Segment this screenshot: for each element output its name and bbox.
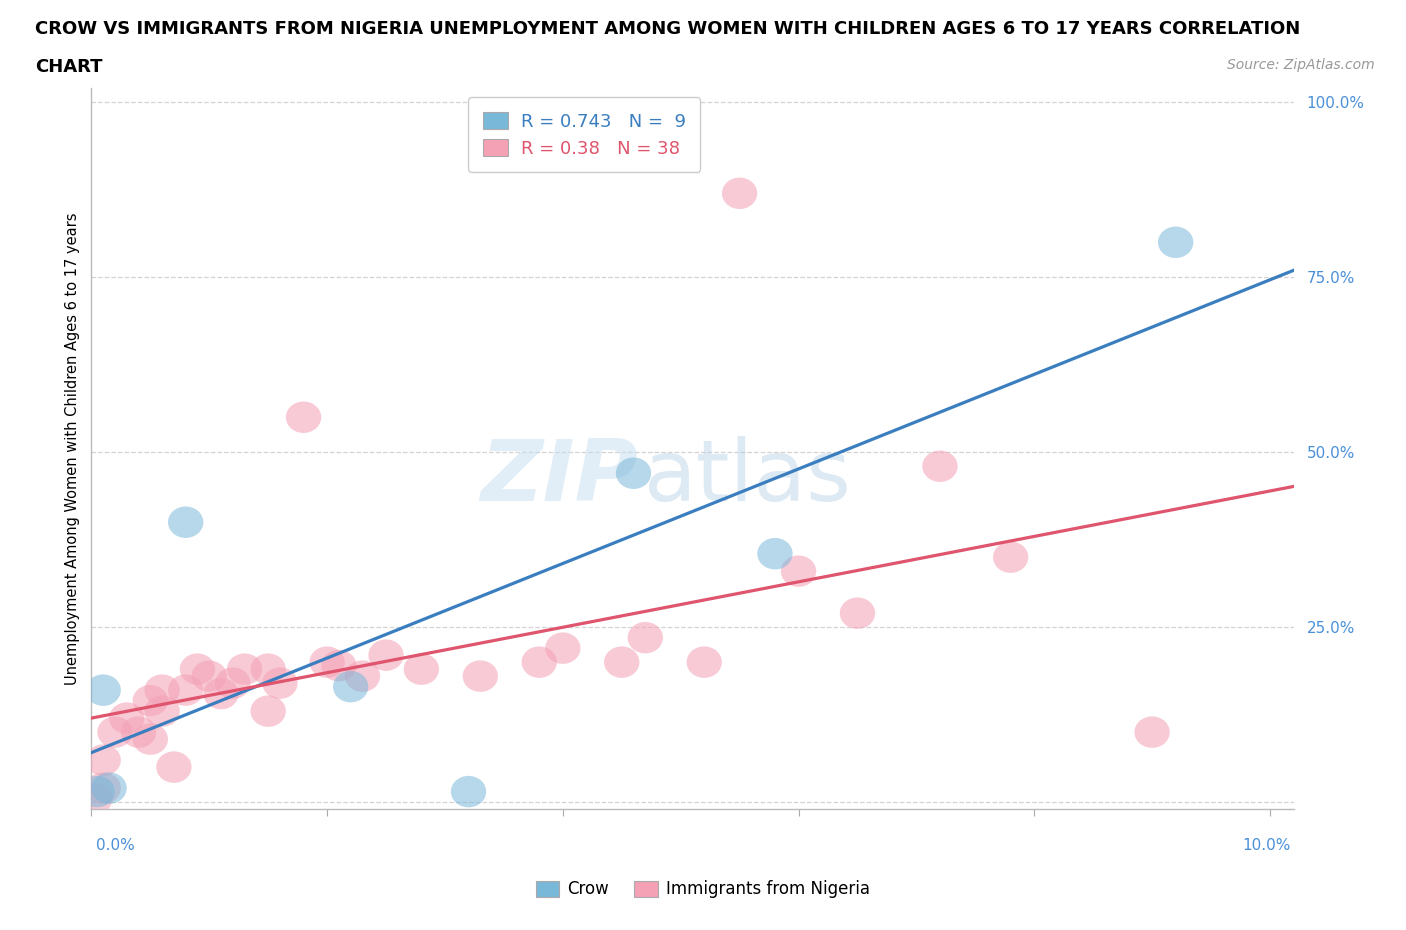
Ellipse shape	[922, 450, 957, 482]
Legend: Crow, Immigrants from Nigeria: Crow, Immigrants from Nigeria	[529, 873, 877, 905]
Ellipse shape	[627, 622, 664, 654]
Ellipse shape	[546, 632, 581, 664]
Text: 0.0%: 0.0%	[96, 838, 135, 853]
Ellipse shape	[285, 402, 321, 433]
Ellipse shape	[368, 640, 404, 671]
Ellipse shape	[77, 783, 112, 815]
Ellipse shape	[686, 646, 721, 678]
Ellipse shape	[1135, 716, 1170, 748]
Ellipse shape	[463, 660, 498, 692]
Ellipse shape	[132, 724, 167, 755]
Ellipse shape	[616, 458, 651, 489]
Ellipse shape	[132, 684, 167, 716]
Ellipse shape	[1159, 227, 1194, 258]
Text: atlas: atlas	[644, 436, 852, 519]
Ellipse shape	[780, 555, 817, 587]
Ellipse shape	[344, 660, 380, 692]
Ellipse shape	[721, 178, 758, 209]
Legend: R = 0.743   N =  9, R = 0.38   N = 38: R = 0.743 N = 9, R = 0.38 N = 38	[468, 98, 700, 172]
Ellipse shape	[97, 716, 132, 748]
Ellipse shape	[167, 674, 204, 706]
Ellipse shape	[758, 538, 793, 569]
Text: CHART: CHART	[35, 58, 103, 75]
Ellipse shape	[451, 776, 486, 807]
Ellipse shape	[204, 678, 239, 710]
Ellipse shape	[145, 696, 180, 727]
Ellipse shape	[91, 772, 127, 804]
Ellipse shape	[250, 654, 285, 684]
Ellipse shape	[522, 646, 557, 678]
Ellipse shape	[250, 696, 285, 727]
Text: 10.0%: 10.0%	[1243, 838, 1291, 853]
Ellipse shape	[993, 541, 1028, 573]
Ellipse shape	[191, 660, 226, 692]
Ellipse shape	[226, 654, 263, 684]
Y-axis label: Unemployment Among Women with Children Ages 6 to 17 years: Unemployment Among Women with Children A…	[65, 212, 80, 685]
Text: Source: ZipAtlas.com: Source: ZipAtlas.com	[1227, 58, 1375, 72]
Ellipse shape	[333, 671, 368, 702]
Ellipse shape	[321, 650, 357, 682]
Ellipse shape	[80, 776, 115, 807]
Ellipse shape	[605, 646, 640, 678]
Ellipse shape	[167, 507, 204, 538]
Ellipse shape	[121, 716, 156, 748]
Ellipse shape	[86, 744, 121, 776]
Ellipse shape	[215, 668, 250, 698]
Ellipse shape	[404, 654, 439, 684]
Ellipse shape	[156, 751, 191, 783]
Ellipse shape	[110, 702, 145, 734]
Ellipse shape	[86, 772, 121, 804]
Ellipse shape	[309, 646, 344, 678]
Ellipse shape	[263, 668, 298, 698]
Text: ZIP: ZIP	[481, 436, 638, 519]
Ellipse shape	[180, 654, 215, 684]
Text: CROW VS IMMIGRANTS FROM NIGERIA UNEMPLOYMENT AMONG WOMEN WITH CHILDREN AGES 6 TO: CROW VS IMMIGRANTS FROM NIGERIA UNEMPLOY…	[35, 20, 1301, 38]
Ellipse shape	[86, 674, 121, 706]
Ellipse shape	[145, 674, 180, 706]
Ellipse shape	[839, 597, 875, 629]
